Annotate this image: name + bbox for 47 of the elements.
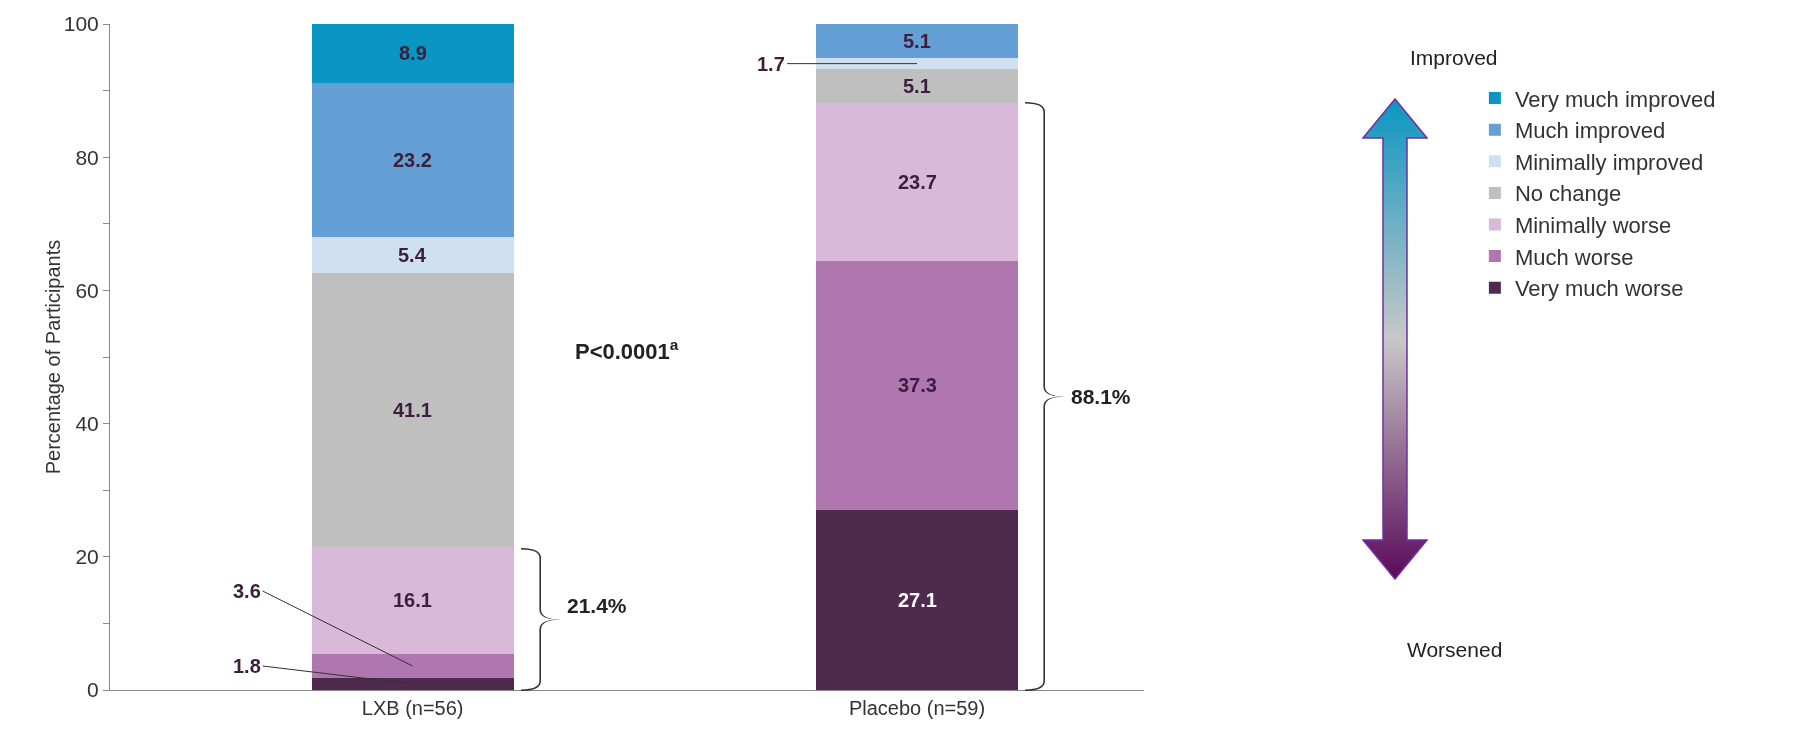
legend-label: Very much worse: [1514, 276, 1684, 302]
y-tick-label: 20: [75, 545, 99, 569]
data-label: 1.7: [757, 53, 785, 75]
legend-label: Much improved: [1514, 118, 1666, 144]
y-tick-label: 60: [75, 278, 99, 302]
data-label: 5.4: [398, 244, 427, 266]
bar: [311, 678, 514, 690]
data-label: 8.9: [399, 42, 427, 64]
annotation: 21.4%: [567, 594, 627, 617]
legend-label: Minimally improved: [1514, 149, 1704, 175]
bar: [311, 82, 514, 238]
data-label: 41.1: [393, 399, 432, 421]
legend-label: Very much improved: [1514, 86, 1716, 112]
text: Worsened: [1407, 638, 1503, 661]
bar: [311, 273, 514, 547]
data-label: 1.8: [233, 655, 261, 677]
text: Improved: [1410, 46, 1498, 69]
annotation: 88.1%: [1071, 385, 1131, 408]
data-label: 23.2: [393, 149, 432, 171]
legend-label: No change: [1514, 181, 1622, 207]
bar: [311, 546, 514, 655]
bar: [816, 69, 1018, 104]
bar: [816, 24, 1018, 58]
bar: [816, 261, 1018, 510]
data-label: 27.1: [898, 589, 937, 611]
bar: [311, 237, 514, 274]
data-label: 5.1: [903, 30, 931, 52]
y-axis-title: Percentage of Participants: [42, 239, 64, 475]
legend-label: Minimally worse: [1514, 213, 1672, 239]
x-tick-label: Placebo (n=59): [848, 697, 986, 719]
annotation: P<0.0001$^{a}$: [575, 336, 679, 365]
y-tick-label: 0: [87, 678, 99, 702]
data-label: 37.3: [898, 374, 937, 396]
bar: [816, 103, 1018, 262]
y-tick-label: 80: [75, 145, 99, 169]
bar: [816, 57, 1018, 70]
bar: [311, 24, 514, 83]
data-label: 16.1: [393, 589, 432, 611]
y-tick-label: 100: [63, 12, 99, 36]
data-label: 3.6: [233, 580, 261, 602]
bar: [311, 654, 514, 679]
bar: [816, 509, 1018, 690]
y-tick-label: 40: [75, 411, 99, 435]
legend-label: Much worse: [1514, 244, 1634, 270]
data-label: 23.7: [898, 171, 937, 193]
x-tick-label: LXB (n=56): [361, 697, 464, 719]
data-label: 5.1: [903, 75, 931, 97]
